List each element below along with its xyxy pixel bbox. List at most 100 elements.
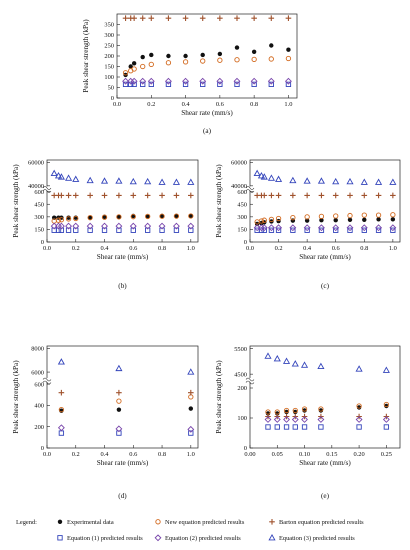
data-point — [217, 15, 223, 21]
series-equation-1-predicted-results — [122, 81, 292, 88]
data-point — [87, 215, 93, 221]
data-point — [290, 227, 296, 233]
data-point — [303, 177, 311, 184]
chart-panel-d: 0 200 400 600 6000 8000 0.0 0.2 0.4 0.6 0.8 1.0 Shea… — [12, 345, 199, 500]
data-point — [265, 424, 271, 430]
data-point — [293, 409, 298, 415]
series-experimental-data — [59, 406, 194, 413]
data-point — [159, 227, 165, 233]
x-tick-label: 1.0 — [187, 245, 195, 252]
data-point — [318, 408, 324, 413]
legend-item-equation-3-predicted-results: Equation (3) predicted results — [268, 533, 355, 542]
data-point — [275, 227, 282, 233]
axis-break-mark — [42, 186, 52, 193]
x-axis-label: Shear rate (mm/s) — [97, 253, 149, 261]
data-point — [131, 15, 137, 21]
data-point — [389, 224, 397, 232]
x-tick-label: 0.2 — [147, 101, 155, 108]
plot-frame — [249, 159, 401, 243]
data-point — [318, 213, 325, 220]
data-point — [347, 217, 353, 222]
data-point — [261, 192, 268, 199]
data-point — [148, 61, 154, 68]
x-tick-label: 0.2 — [275, 245, 283, 252]
data-point — [131, 81, 137, 88]
data-point — [390, 217, 396, 222]
data-point — [253, 169, 261, 177]
data-point — [65, 227, 72, 233]
data-point — [129, 222, 137, 230]
panel-caption: (e) — [321, 492, 330, 500]
data-point — [101, 192, 108, 199]
series-equation-2-predicted-results — [57, 424, 195, 433]
series-barton-equation-predicted-results — [254, 192, 396, 199]
data-point — [166, 53, 171, 59]
data-point — [290, 215, 296, 221]
data-point — [122, 81, 129, 88]
data-point — [318, 406, 324, 412]
y-tick-label: 50 — [108, 85, 114, 92]
y-axis-label: Peak shear strength (kPa) — [82, 19, 90, 93]
data-point — [362, 217, 367, 222]
data-point — [289, 176, 297, 184]
data-point — [304, 214, 310, 220]
series-new-equation-predicted-results — [265, 401, 390, 415]
plot-frame — [46, 159, 199, 243]
data-point — [275, 215, 282, 222]
y-tick-label: 350 — [104, 22, 114, 29]
plot-frame — [46, 345, 199, 449]
data-point — [100, 177, 109, 184]
x-axis-label: Shear rate (mm/s) — [97, 459, 149, 467]
series-equation-1-predicted-results — [51, 227, 194, 233]
data-point — [165, 81, 172, 88]
data-point — [375, 192, 382, 199]
y-tick-label: 150 — [34, 227, 44, 234]
data-point — [129, 177, 137, 185]
data-point — [390, 227, 396, 233]
legend-marker — [154, 534, 162, 542]
data-point — [165, 60, 172, 66]
legend-item-barton-equation-predicted-results: Barton equation predicted results — [269, 519, 364, 526]
data-point — [73, 215, 79, 222]
data-point — [268, 81, 274, 88]
data-point — [347, 192, 353, 199]
series-equation-3-predicted-results — [50, 169, 195, 185]
data-point — [217, 57, 223, 63]
data-point — [318, 424, 324, 430]
x-tick-label: 0.10 — [299, 451, 310, 458]
data-point — [268, 192, 275, 199]
x-tick-label: 0.6 — [129, 245, 137, 252]
chart-panel-e: 0 100 200 4500 5500 0.00 0.05 0.10 0.15 0.20 0.25 S… — [215, 345, 401, 500]
data-point — [318, 192, 325, 199]
data-point — [54, 172, 63, 179]
data-point — [130, 214, 136, 220]
series-equation-2-predicted-results — [253, 224, 397, 232]
series-equation-2-predicted-results — [264, 416, 390, 423]
data-point — [158, 178, 166, 185]
data-point — [300, 361, 309, 368]
data-point — [283, 407, 290, 414]
data-point — [188, 227, 194, 233]
data-point — [360, 178, 368, 185]
data-point — [144, 222, 152, 230]
data-point — [317, 416, 325, 423]
series-barton-equation-predicted-results — [58, 389, 194, 396]
x-axis-label: Shear rate (mm/s) — [299, 459, 351, 467]
data-point — [257, 172, 265, 179]
data-point — [275, 175, 283, 182]
data-point — [267, 174, 275, 181]
data-point — [251, 49, 257, 54]
data-point — [274, 424, 280, 430]
x-tick-label: 0.2 — [72, 245, 80, 252]
data-point — [332, 177, 340, 185]
data-point — [173, 192, 180, 199]
data-point — [128, 64, 133, 69]
y-tick-label: 100 — [104, 74, 114, 81]
legend-item-equation-1-predicted-results: Equation (1) predicted results — [57, 535, 143, 542]
data-point — [159, 213, 165, 219]
x-tick-label: 0.00 — [244, 451, 255, 458]
data-point — [200, 81, 206, 88]
data-point — [188, 213, 194, 219]
data-point — [264, 416, 272, 423]
